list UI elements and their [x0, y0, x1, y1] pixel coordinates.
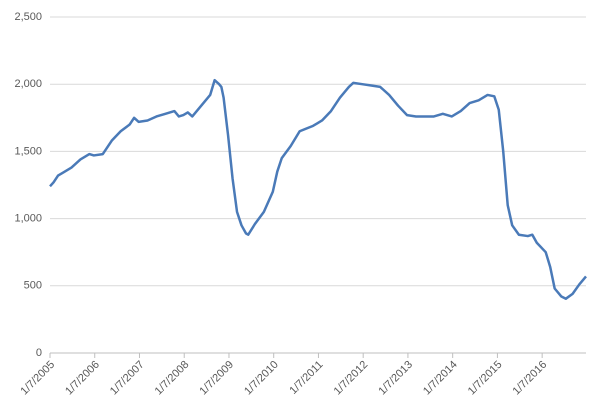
line: [49, 78, 587, 300]
x-tick-label: 1/7/2009: [197, 359, 236, 398]
y-tick-label: 1,000: [14, 213, 42, 225]
x-tick-label: 1/7/2015: [466, 359, 505, 398]
y-tick-label: 500: [24, 280, 42, 292]
x-tick-label: 1/7/2008: [153, 359, 192, 398]
x-tick-label: 1/7/2006: [63, 359, 102, 398]
x-tick-label: 1/7/2013: [376, 359, 415, 398]
x-tick-label: 1/7/2014: [421, 359, 460, 398]
x-tick-label: 1/7/2012: [332, 359, 371, 398]
x-tick-label: 1/7/2010: [242, 359, 281, 398]
y-tick-label: 0: [36, 347, 42, 359]
y-tick-label: 1,500: [14, 145, 42, 157]
x-tick-label: 1/7/2005: [18, 359, 57, 398]
y-tick-label: 2,000: [14, 78, 42, 90]
x-tick-label: 1/7/2007: [108, 359, 147, 398]
y-tick-label: 2,500: [14, 11, 42, 23]
x-tick-label: 1/7/2011: [287, 359, 325, 397]
x-tick-label: 1/7/2016: [511, 359, 550, 398]
